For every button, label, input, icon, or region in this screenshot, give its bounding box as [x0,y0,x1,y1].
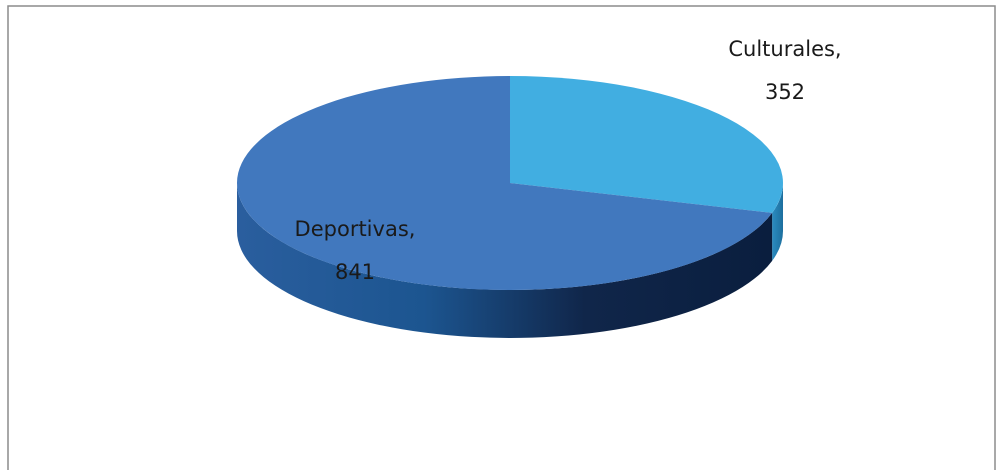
data-label-value: 352 [765,80,805,104]
data-label-value: 841 [335,260,375,284]
slice [510,76,783,213]
data-label-name: Culturales, [728,37,841,61]
slice-side [237,183,773,338]
slice-side [772,183,783,261]
slice [236,76,773,290]
data-label-name: Deportivas, [295,217,416,241]
